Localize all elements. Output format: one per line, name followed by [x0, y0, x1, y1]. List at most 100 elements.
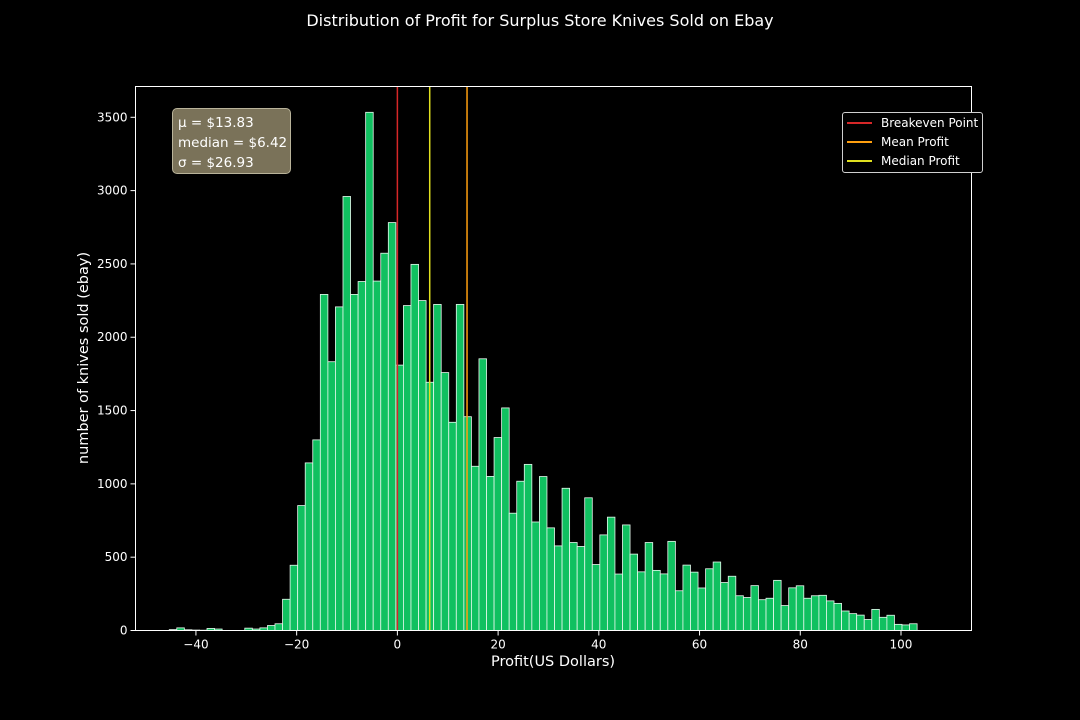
histogram-bar: [697, 587, 706, 631]
x-tick-label: 40: [591, 638, 606, 652]
y-axis-label: number of knives sold (ebay): [76, 252, 92, 464]
histogram-bar: [455, 303, 465, 631]
histogram-bar: [523, 463, 533, 631]
y-tick-label: 2500: [97, 257, 128, 271]
histogram-bar: [667, 540, 676, 631]
histogram-bar: [856, 614, 865, 631]
histogram-bar: [894, 623, 903, 631]
legend: Breakeven Point Mean Profit Median Profi…: [842, 112, 983, 173]
histogram-bar: [614, 573, 623, 631]
histogram-bar: [652, 569, 661, 631]
x-axis-label: Profit(US Dollars): [491, 654, 615, 670]
histogram-bar: [674, 590, 684, 631]
histogram-bar: [289, 564, 299, 631]
histogram-bar: [780, 605, 790, 631]
histogram-bar: [387, 222, 397, 631]
histogram-bar: [365, 111, 374, 631]
histogram-bar: [841, 610, 850, 631]
histogram-bar: [795, 585, 805, 631]
bars-group: [168, 111, 918, 631]
histogram-bar: [584, 497, 593, 631]
x-tick-label: 60: [692, 638, 707, 652]
histogram-bar: [871, 608, 880, 631]
histogram-bar: [448, 421, 457, 631]
histogram-bar: [863, 619, 873, 631]
y-tick-label: 3500: [97, 110, 128, 124]
legend-item-breakeven: Breakeven Point: [847, 115, 978, 131]
histogram-bar: [433, 303, 442, 631]
histogram-bar: [637, 571, 646, 631]
histogram-bar: [727, 575, 737, 631]
legend-label-median: Median Profit: [881, 154, 960, 168]
histogram-bar: [826, 600, 835, 631]
histogram-bar: [342, 196, 351, 631]
y-tick-label: 1500: [97, 404, 128, 418]
histogram-bar: [765, 597, 774, 631]
stats-mean: μ = $13.83: [178, 115, 254, 131]
histogram-bar: [478, 358, 487, 631]
histogram-bar: [267, 625, 276, 631]
y-tick-label: 1000: [97, 477, 128, 491]
histogram-bar: [886, 614, 895, 631]
histogram-bar: [282, 598, 291, 631]
histogram-bar: [712, 561, 722, 631]
histogram-bar: [538, 476, 548, 631]
y-tick-label: 0: [120, 624, 128, 638]
stats-median: median = $6.42: [178, 135, 288, 151]
y-tick-label: 2000: [97, 330, 128, 344]
legend-label-breakeven: Breakeven Point: [881, 116, 979, 130]
x-tick-label: −20: [284, 638, 309, 652]
histogram-bar: [319, 294, 329, 631]
histogram-bar: [403, 305, 412, 631]
chart-title: Distribution of Profit for Surplus Store…: [306, 11, 773, 30]
histogram-bar: [274, 623, 283, 631]
histogram-bar: [803, 597, 812, 631]
histogram-bar: [606, 516, 616, 631]
plot-frame: [135, 86, 972, 631]
histogram-bar: [878, 616, 888, 631]
histogram-bar: [569, 542, 578, 631]
reference-lines: [396, 86, 468, 631]
histogram-bar: [410, 263, 419, 631]
histogram-bar: [909, 623, 918, 631]
histogram-bar: [750, 585, 759, 631]
histogram-bar: [350, 294, 359, 631]
histogram-bar: [335, 306, 344, 631]
x-tick-label: 80: [793, 638, 808, 652]
histogram-bar: [531, 521, 540, 631]
histogram-bar: [508, 512, 518, 631]
x-axis-ticks: −40 −20 0 20 40 60 80 100: [183, 630, 913, 652]
histogram-bar: [720, 582, 729, 631]
histogram-bar: [788, 587, 797, 631]
histogram-bar: [833, 602, 842, 631]
x-tick-label: 0: [394, 638, 402, 652]
x-tick-label: 100: [890, 638, 913, 652]
histogram-bar: [554, 545, 563, 631]
histogram-bar: [690, 571, 699, 631]
histogram-bar: [682, 564, 691, 631]
histogram-bar: [735, 595, 744, 631]
histogram-bar: [705, 568, 714, 631]
histogram-bar: [659, 573, 669, 631]
histogram-bar: [848, 613, 858, 631]
histogram-bar: [576, 546, 586, 631]
histogram-bar: [312, 439, 321, 631]
stats-box: μ = $13.83 median = $6.42 σ = $26.93: [172, 108, 291, 174]
histogram-bar: [380, 252, 389, 631]
histogram-bar: [440, 372, 450, 631]
y-tick-label: 3000: [97, 184, 128, 198]
histogram-bar: [546, 527, 555, 631]
legend-swatch-mean: [847, 141, 872, 143]
histogram-bar: [327, 361, 336, 631]
histogram-bar: [493, 437, 503, 631]
legend-swatch-median: [847, 160, 872, 162]
histogram-bar: [501, 407, 510, 631]
histogram-bar: [418, 300, 427, 631]
legend-item-median: Median Profit: [847, 153, 960, 169]
histogram-bar: [486, 475, 495, 631]
histogram-bar: [297, 505, 306, 631]
histogram-bar: [561, 487, 571, 631]
histogram-bar: [357, 281, 367, 631]
y-tick-label: 500: [105, 550, 128, 564]
